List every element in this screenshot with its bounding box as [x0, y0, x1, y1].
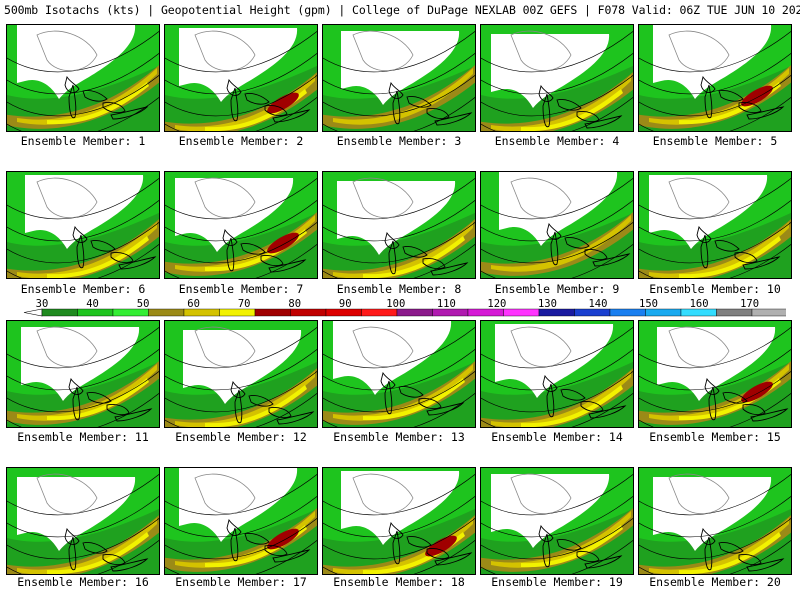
- colorbar-left-arrow: [23, 308, 43, 317]
- ensemble-panel: [6, 24, 160, 132]
- panel-caption: Ensemble Member: 16: [17, 575, 149, 589]
- wind-map: [165, 321, 317, 427]
- panel-caption: Ensemble Member: 12: [175, 430, 307, 444]
- ensemble-panel: [322, 171, 476, 279]
- colorbar-swatch: [77, 308, 114, 317]
- wind-map: [323, 468, 475, 574]
- colorbar-tick-label: 50: [137, 298, 150, 310]
- colorbar-tick-label: 70: [238, 298, 251, 310]
- colorbar-swatch: [645, 308, 682, 317]
- panel-caption: Ensemble Member: 19: [491, 575, 623, 589]
- panel-caption: Ensemble Member: 10: [649, 282, 781, 296]
- colorbar-tick-label: 30: [36, 298, 49, 310]
- ensemble-panel: [638, 467, 792, 575]
- panel-caption: Ensemble Member: 17: [175, 575, 307, 589]
- colorbar-tick-label: 130: [538, 298, 557, 310]
- ensemble-panel: [322, 24, 476, 132]
- colorbar-swatch: [467, 308, 504, 317]
- wind-map: [7, 172, 159, 278]
- panel-caption: Ensemble Member: 15: [649, 430, 781, 444]
- wind-map: [639, 25, 791, 131]
- colorbar-tick-label: 150: [639, 298, 658, 310]
- wind-map: [639, 172, 791, 278]
- colorbar-swatch: [361, 308, 398, 317]
- wind-map: [481, 25, 633, 131]
- colorbar-swatch: [254, 308, 291, 317]
- ensemble-panel: [164, 320, 318, 428]
- colorbar-swatch: [751, 308, 786, 317]
- panel-caption: Ensemble Member: 9: [494, 282, 620, 296]
- colorbar-swatch: [290, 308, 327, 317]
- wind-map: [165, 25, 317, 131]
- colorbar-tick-label: 80: [288, 298, 301, 310]
- colorbar-swatch: [538, 308, 575, 317]
- map-title: 500mb Isotachs (kts) | Geopotential Heig…: [4, 3, 800, 17]
- wind-map: [481, 468, 633, 574]
- ensemble-panel: [164, 467, 318, 575]
- ensemble-panel: [6, 467, 160, 575]
- wind-map: [165, 468, 317, 574]
- wind-map: [481, 321, 633, 427]
- colorbar-legend: 30 40 50 60 70 80 90 100 110 120 130 140 150 160 170: [23, 298, 786, 317]
- panel-caption: Ensemble Member: 4: [494, 134, 620, 148]
- ensemble-panel: [322, 467, 476, 575]
- panel-caption: Ensemble Member: 5: [652, 134, 778, 148]
- ensemble-panel: [480, 24, 634, 132]
- wind-map: [323, 321, 475, 427]
- panel-caption: Ensemble Member: 11: [17, 430, 149, 444]
- panel-caption: Ensemble Member: 7: [178, 282, 304, 296]
- wind-map: [165, 172, 317, 278]
- panel-caption: Ensemble Member: 20: [649, 575, 781, 589]
- wind-map: [639, 321, 791, 427]
- wind-map: [481, 172, 633, 278]
- panel-caption: Ensemble Member: 14: [491, 430, 623, 444]
- colorbar-tick-label: 60: [187, 298, 200, 310]
- colorbar-swatch: [680, 308, 717, 317]
- colorbar-swatch: [219, 308, 256, 317]
- ensemble-panel: [6, 171, 160, 279]
- ensemble-panel: [480, 467, 634, 575]
- colorbar-swatch: [112, 308, 149, 317]
- ensemble-panel: [638, 320, 792, 428]
- ensemble-panel: [164, 24, 318, 132]
- ensemble-panel: [6, 320, 160, 428]
- ensemble-panel: [638, 24, 792, 132]
- ensemble-panel: [638, 171, 792, 279]
- wind-map: [323, 25, 475, 131]
- panel-caption: Ensemble Member: 1: [20, 134, 146, 148]
- wind-map: [7, 25, 159, 131]
- colorbar-tick-label: 170: [740, 298, 759, 310]
- ensemble-panel: [480, 171, 634, 279]
- colorbar-tick-label: 90: [339, 298, 352, 310]
- ensemble-panel: [164, 171, 318, 279]
- colorbar-tick-label: 100: [386, 298, 405, 310]
- panel-caption: Ensemble Member: 2: [178, 134, 304, 148]
- colorbar-swatch: [609, 308, 646, 317]
- wind-map: [323, 172, 475, 278]
- wind-map: [639, 468, 791, 574]
- colorbar-swatch: [432, 308, 469, 317]
- colorbar-swatch: [148, 308, 185, 317]
- colorbar-tick-label: 40: [86, 298, 99, 310]
- colorbar-swatch: [716, 308, 753, 317]
- colorbar-tick-label: 110: [437, 298, 456, 310]
- ensemble-panel: [322, 320, 476, 428]
- panel-caption: Ensemble Member: 8: [336, 282, 462, 296]
- colorbar-swatch: [325, 308, 362, 317]
- wind-map: [7, 468, 159, 574]
- panel-caption: Ensemble Member: 13: [333, 430, 465, 444]
- panel-caption: Ensemble Member: 18: [333, 575, 465, 589]
- colorbar-swatch: [41, 308, 78, 317]
- colorbar-swatch: [183, 308, 220, 317]
- colorbar-tick-label: 160: [690, 298, 709, 310]
- panel-caption: Ensemble Member: 3: [336, 134, 462, 148]
- colorbar-tick-label: 140: [588, 298, 607, 310]
- ensemble-panel: [480, 320, 634, 428]
- colorbar-swatch: [574, 308, 611, 317]
- colorbar-swatch: [503, 308, 540, 317]
- wind-map: [7, 321, 159, 427]
- colorbar-tick-label: 120: [487, 298, 506, 310]
- colorbar-swatch: [396, 308, 433, 317]
- panel-caption: Ensemble Member: 6: [20, 282, 146, 296]
